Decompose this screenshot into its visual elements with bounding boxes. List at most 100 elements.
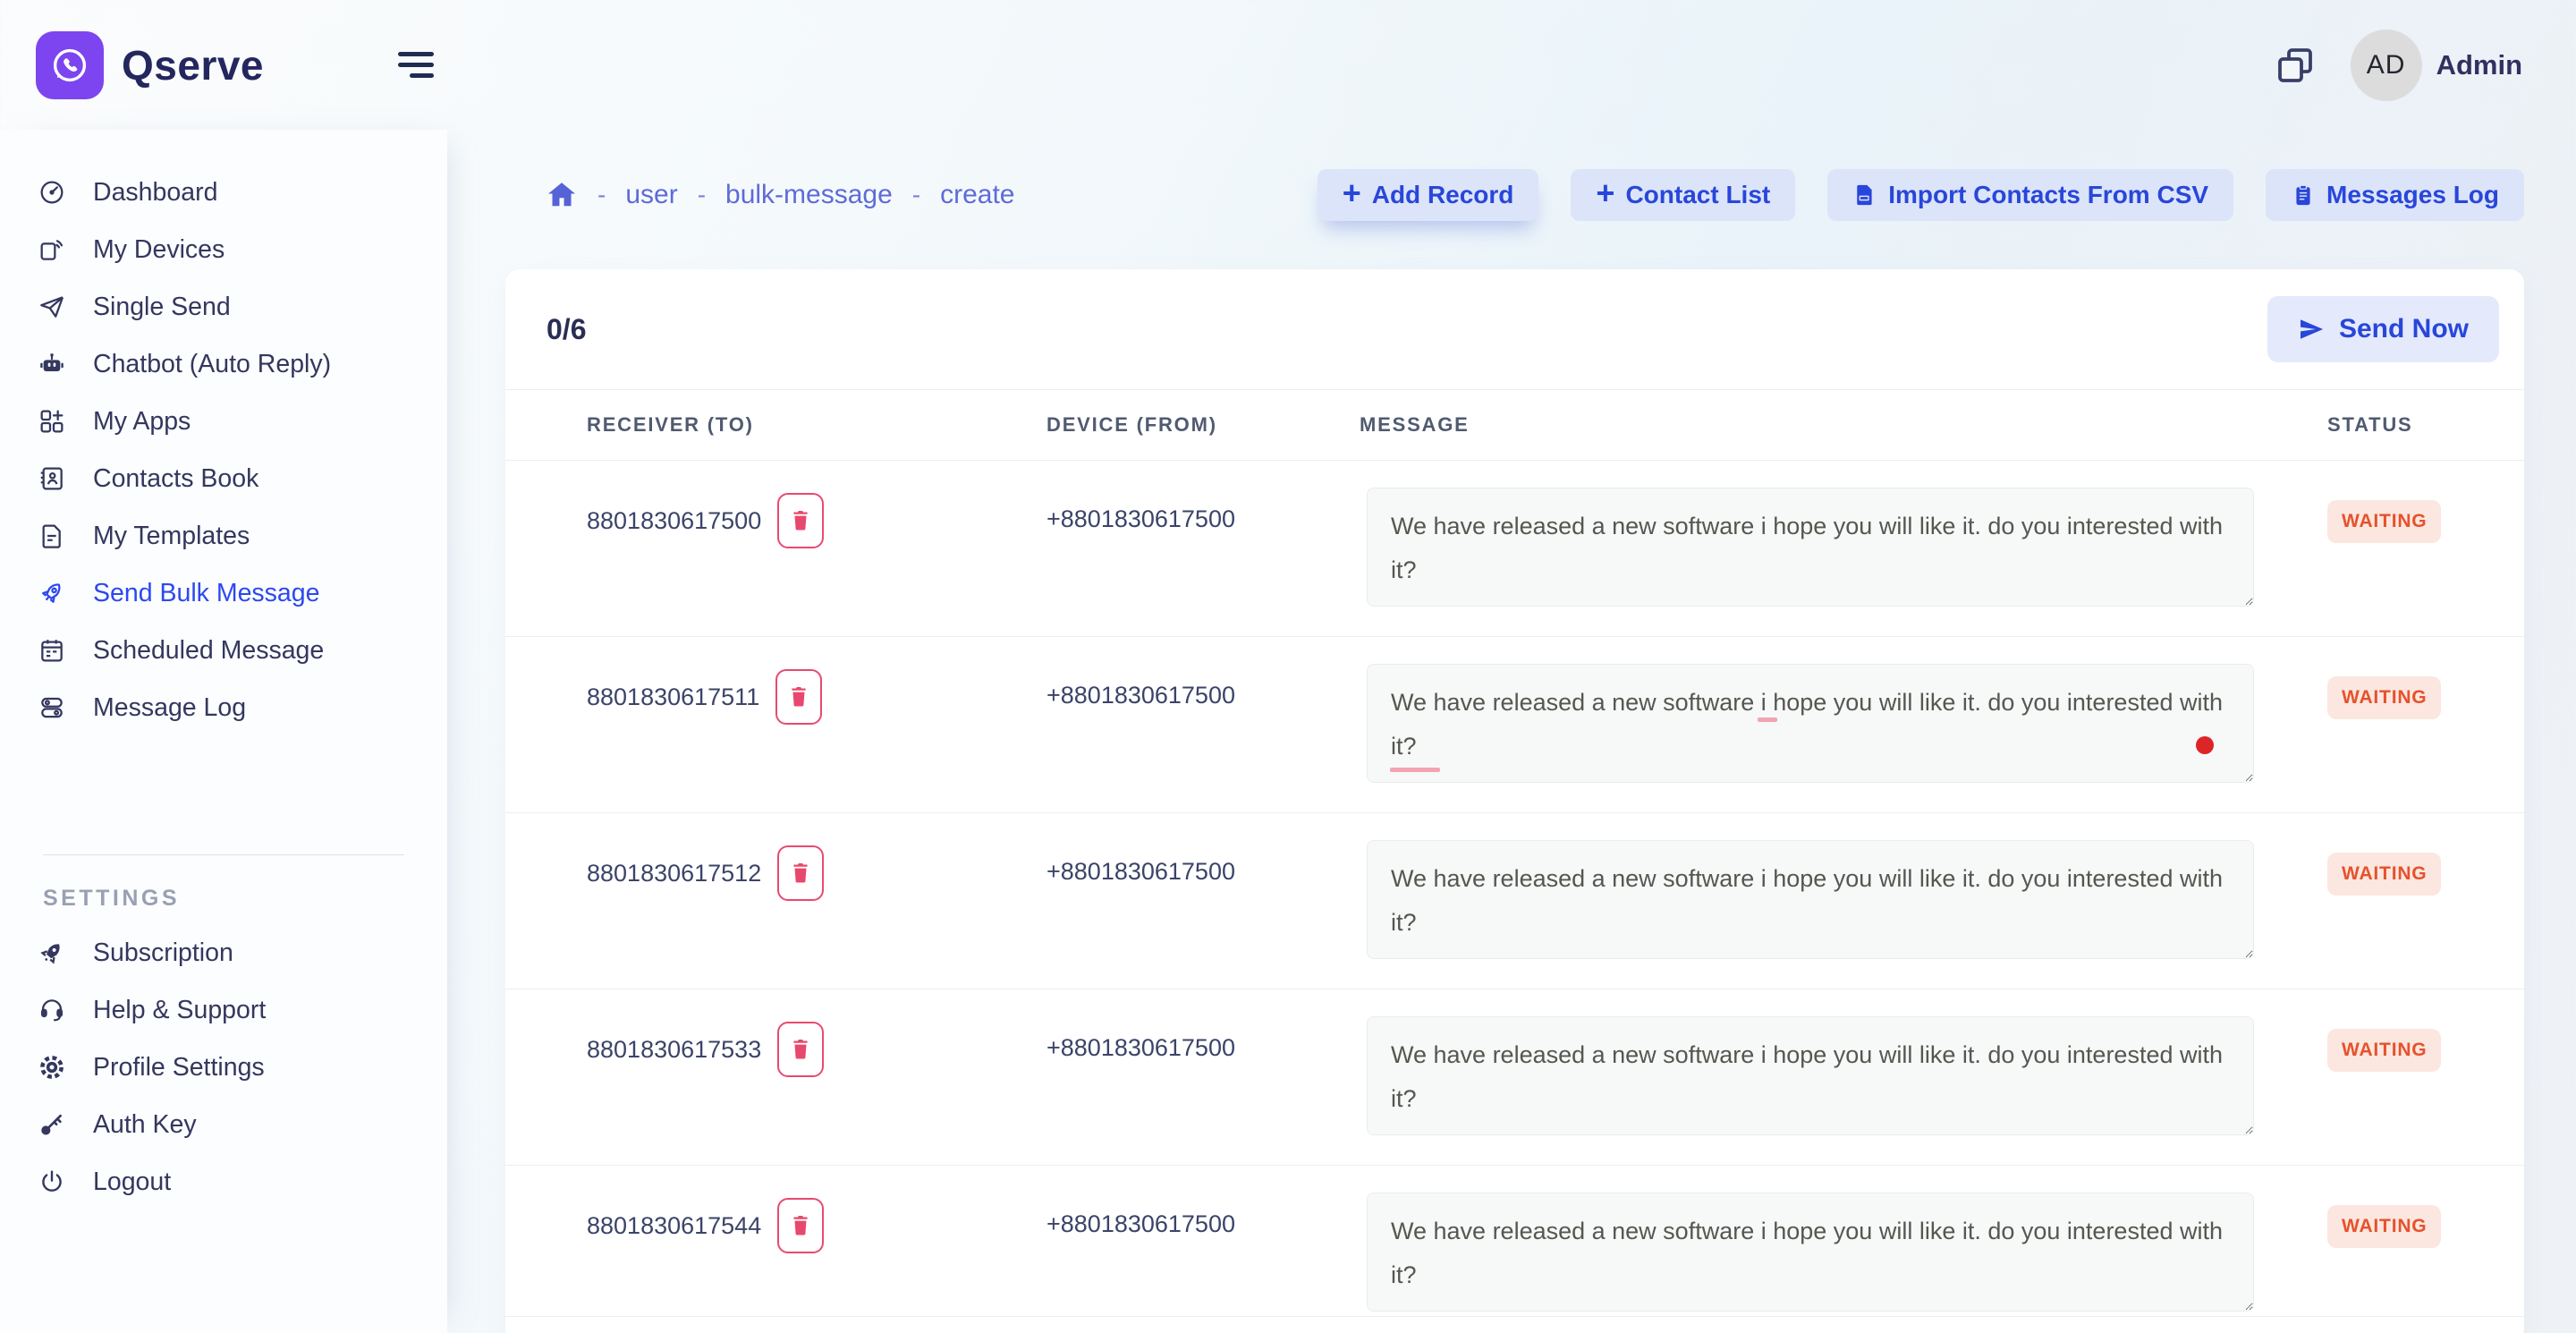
sidebar-item-label: Logout [93,1167,172,1196]
rocket-icon [38,579,66,607]
sidebar-item-label: My Apps [93,406,191,436]
receiver-number: 8801830617500 [587,506,762,534]
trash-icon [792,686,806,707]
sidebar-item-message-log[interactable]: Message Log [0,679,447,736]
status-cell: WAITING [2283,637,2524,812]
button-label: Send Now [2338,314,2469,344]
plus-icon: + [1596,174,1615,211]
brand-name: Qserve [122,41,265,89]
table-header-row: RECEIVER (TO) DEVICE (FROM) MESSAGE STAT… [505,389,2524,461]
message-textarea[interactable]: We have released a new software i hope y… [1367,664,2254,783]
robot-icon [38,350,66,378]
grammar-checker-dot[interactable] [2196,736,2214,754]
device-number: +8801830617500 [1046,1034,1235,1061]
sidebar-item-label: Single Send [93,292,231,321]
sidebar-item-auth-key[interactable]: Auth Key [0,1096,447,1153]
device-number: +8801830617500 [1046,505,1235,532]
message-textarea[interactable]: We have released a new software i hope y… [1367,1193,2254,1312]
sidebar-item-my-apps[interactable]: My Apps [0,393,447,450]
toolbar-row: - user - bulk-message - create + Add Rec… [505,169,2524,221]
sidebar-item-label: My Templates [93,521,250,550]
delete-row-button[interactable] [777,493,825,548]
table-row: 8801830617500 +8801830617500 We have rel… [505,461,2524,637]
main-content: - user - bulk-message - create + Add Rec… [447,130,2576,1333]
sidebar-toggle-icon[interactable] [398,52,435,78]
sidebar-item-subscription[interactable]: Subscription [0,924,447,981]
sidebar-item-my-templates[interactable]: My Templates [0,507,447,565]
status-cell: WAITING [2283,461,2524,636]
messages-log-button[interactable]: Messages Log [2266,169,2524,221]
sidebar-item-label: Scheduled Message [93,635,325,665]
message-cell: We have released a new software i hope y… [1360,1166,2283,1316]
receiver-cell: 8801830617500 [505,461,1046,548]
device-number: +8801830617500 [1046,682,1235,709]
breadcrumb-bulk-message[interactable]: bulk-message [725,180,893,209]
message-cell: We have released a new software i hope y… [1360,989,2283,1165]
delete-row-button[interactable] [777,1022,825,1077]
import-contacts-csv-button[interactable]: Import Contacts From CSV [1827,169,2234,221]
message-cell: We have released a new software i hope y… [1360,461,2283,636]
power-icon [38,1167,66,1196]
sidebar-item-scheduled-message[interactable]: Scheduled Message [0,622,447,679]
breadcrumb-user[interactable]: user [625,180,678,209]
receiver-number: 8801830617533 [587,1035,762,1063]
delete-row-button[interactable] [777,1198,825,1253]
status-badge: WAITING [2327,853,2442,896]
gear-icon [38,1053,66,1082]
device-icon [38,235,66,264]
status-badge: WAITING [2327,500,2442,543]
headset-icon [38,996,66,1024]
message-textarea[interactable]: We have released a new software i hope y… [1367,488,2254,607]
apps-grid-icon [38,407,66,436]
topbar: Qserve AD Admin [0,0,2576,130]
message-textarea[interactable]: We have released a new software i hope y… [1367,1016,2254,1135]
status-cell: WAITING [2283,989,2524,1165]
table-row: 8801830617533 +8801830617500 We have rel… [505,989,2524,1166]
trash-icon [793,862,808,883]
send-now-button[interactable]: Send Now [2267,296,2499,362]
rocket-filled-icon [38,938,66,967]
status-badge: WAITING [2327,676,2442,719]
button-label: Messages Log [2326,181,2499,208]
delete-row-button[interactable] [775,669,823,725]
status-cell: WAITING [2283,813,2524,989]
sidebar-item-label: My Devices [93,234,225,264]
brand[interactable]: Qserve [36,30,265,99]
windows-copy-icon[interactable] [2274,44,2317,87]
sidebar-divider [43,854,404,855]
trash-icon [793,1215,808,1235]
column-header-device: DEVICE (FROM) [1046,413,1217,436]
csv-file-icon [1857,184,1872,206]
sidebar-item-label: Auth Key [93,1109,197,1139]
contact-list-button[interactable]: + Contact List [1571,169,1796,221]
device-number: +8801830617500 [1046,1210,1235,1237]
sidebar-item-help-support[interactable]: Help & Support [0,981,447,1039]
receiver-cell: 8801830617533 [505,989,1046,1077]
breadcrumb-create[interactable]: create [940,180,1015,209]
breadcrumb-separator: - [597,181,606,208]
address-book-icon [38,464,66,493]
sidebar-item-single-send[interactable]: Single Send [0,278,447,335]
sidebar-item-send-bulk-message[interactable]: Send Bulk Message [0,565,447,622]
add-record-button[interactable]: + Add Record [1317,169,1539,221]
sidebar-item-chatbot[interactable]: Chatbot (Auto Reply) [0,335,447,393]
delete-row-button[interactable] [777,845,825,901]
sidebar-item-my-devices[interactable]: My Devices [0,221,447,278]
clipboard-icon [2296,184,2310,206]
sidebar-item-contacts-book[interactable]: Contacts Book [0,450,447,507]
card-header: 0/6 Send Now [505,269,2524,389]
user-menu[interactable]: AD Admin [2350,29,2522,101]
sidebar-item-profile-settings[interactable]: Profile Settings [0,1039,447,1096]
progress-counter: 0/6 [547,312,587,345]
paper-plane-icon [38,293,66,321]
template-icon [38,522,66,550]
message-textarea[interactable]: We have released a new software i hope y… [1367,840,2254,959]
sidebar-item-label: Subscription [93,938,233,967]
sidebar-item-label: Help & Support [93,995,267,1024]
home-icon[interactable] [546,179,578,211]
whatsapp-logo-icon [36,30,104,99]
sidebar-item-logout[interactable]: Logout [0,1153,447,1210]
sidebar-item-dashboard[interactable]: Dashboard [0,164,447,221]
sidebar-nav: Dashboard My Devices Single Send [0,164,447,736]
button-label: Contact List [1625,181,1771,208]
